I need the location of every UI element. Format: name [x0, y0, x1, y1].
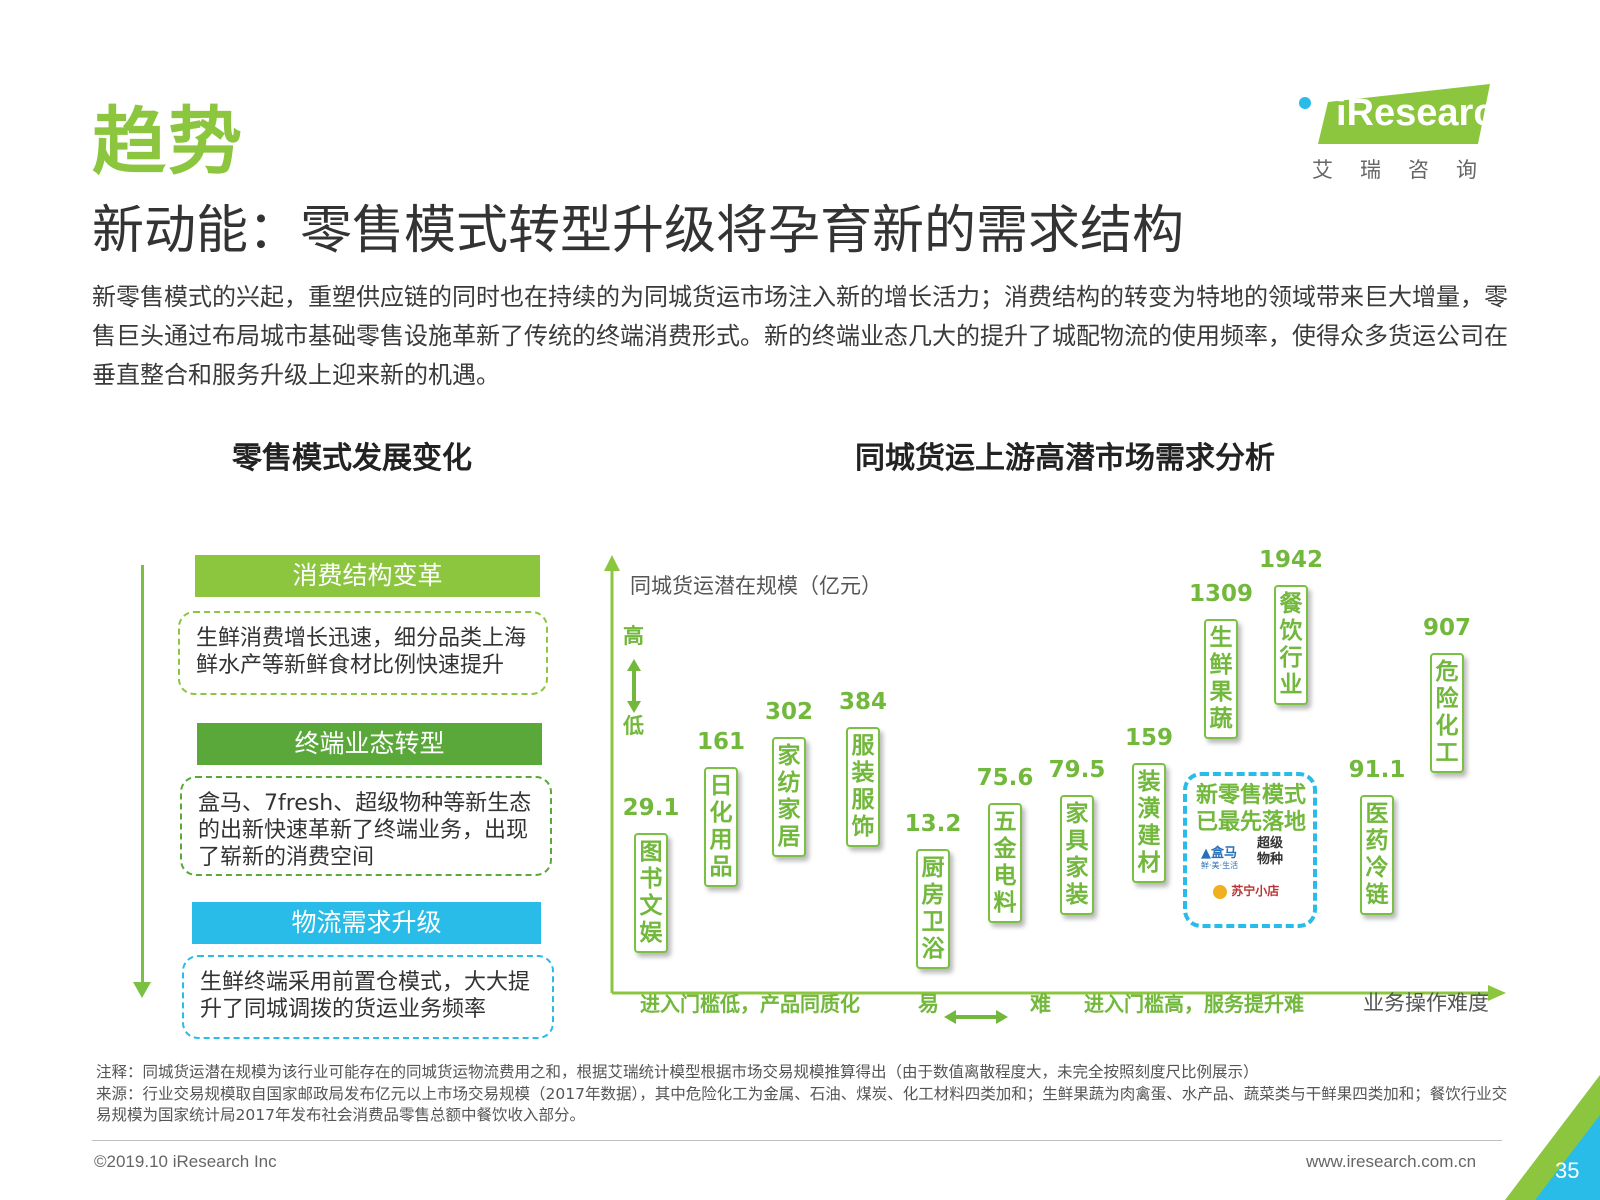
footer-divider	[92, 1140, 1502, 1141]
text-box-logistics: 生鲜终端采用前置仓模式，大大提升了同城调拨的货运业务频率	[182, 955, 554, 1039]
page-number: 35	[1555, 1158, 1580, 1183]
logo-text: iResearch	[1336, 92, 1518, 134]
category-marker: 医药冷链	[1360, 795, 1394, 915]
category-marker: 日化用品	[704, 767, 738, 887]
iresearch-logo: iResearch 艾瑞咨询	[1299, 82, 1518, 182]
brand-hema: ▲盒马	[1201, 846, 1238, 861]
x-right-note: 进入门槛高，服务提升难	[1084, 992, 1304, 1016]
y-high-label: 高	[623, 624, 644, 648]
footnote-source: 来源：行业交易规模取自国家邮政局发布亿元以上市场交易规模（2017年数据），其中…	[96, 1085, 1508, 1124]
text-box-consumption: 生鲜消费增长迅速，细分品类上海鲜水产等新鲜食材比例快速提升	[178, 611, 548, 695]
data-label: 75.6	[976, 765, 1034, 791]
chart-title: 同城货运上游高潜市场需求分析	[855, 441, 1275, 476]
category-marker: 五金电料	[988, 803, 1022, 923]
data-label: 159	[1124, 725, 1173, 751]
data-label: 13.2	[904, 811, 962, 837]
data-label: 907	[1422, 615, 1471, 641]
category-marker: 生鲜果蔬	[1204, 619, 1238, 739]
left-panel-title: 零售模式发展变化	[232, 441, 472, 476]
corner-decoration-icon	[1505, 1075, 1600, 1200]
callout-text: 新零售模式已最先落地	[1195, 783, 1306, 835]
data-label: 91.1	[1348, 757, 1406, 783]
heading-terminal: 终端业态转型	[197, 723, 542, 765]
x-axis-arrow	[1488, 985, 1506, 1001]
x-hard-label: 难	[1030, 992, 1051, 1016]
category-marker: 家纺家居	[772, 737, 806, 857]
suning-icon	[1213, 884, 1227, 899]
copyright: ©2019.10 iResearch Inc	[94, 1152, 277, 1171]
category-marker: 装潢建材	[1132, 763, 1166, 883]
logo-cn-text: 艾瑞咨询	[1312, 158, 1504, 182]
data-label: 1309	[1188, 581, 1253, 607]
category-marker: 厨房卫浴	[916, 849, 950, 969]
data-label: 384	[838, 689, 887, 715]
y-axis-label: 同城货运潜在规模（亿元）	[630, 574, 882, 598]
x-axis-label: 业务操作难度	[1363, 991, 1489, 1015]
text-box-terminal: 盒马、7fresh、超级物种等新生态的出新快速革新了终端业务，出现了崭新的消费空…	[180, 776, 552, 876]
brand-super-species: 超级物种	[1257, 836, 1284, 867]
y-axis-arrow	[604, 555, 620, 571]
timeline-arrow-icon	[133, 982, 151, 998]
brand-hema-slogan: 鲜·美·生活	[1201, 861, 1239, 870]
data-label: 161	[696, 729, 745, 755]
y-low-label: 低	[623, 714, 644, 738]
category-marker: 家具家装	[1060, 795, 1094, 915]
data-label: 1942	[1258, 547, 1323, 573]
brand-suning: 苏宁小店	[1213, 882, 1279, 899]
data-label: 79.5	[1048, 757, 1106, 783]
hema-icon: ▲	[1201, 846, 1211, 861]
page-title: 新动能：零售模式转型升级将孕育新的需求结构	[92, 201, 1185, 261]
data-label: 302	[764, 699, 813, 725]
new-retail-callout: 新零售模式已最先落地 ▲盒马 鲜·美·生活 超级物种 苏宁小店	[1183, 772, 1317, 928]
intro-paragraph: 新零售模式的兴起，重塑供应链的同时也在持续的为同城货运市场注入新的增长活力；消费…	[92, 283, 1508, 389]
logo-dot-icon	[1299, 97, 1311, 109]
footnote-note: 注释：同城货运潜在规模为该行业可能存在的同城货运物流费用之和，根据艾瑞统计模型根…	[96, 1063, 1259, 1081]
x-left-note: 进入门槛低，产品同质化	[640, 992, 860, 1016]
heading-consumption: 消费结构变革	[195, 555, 540, 597]
x-easy-label: 易	[918, 992, 939, 1016]
category-marker: 服装服饰	[846, 727, 880, 847]
category-marker: 餐饮行业	[1274, 585, 1308, 705]
section-label: 趋势	[92, 99, 244, 185]
logo-banner-icon	[1318, 84, 1490, 144]
chart-axes	[604, 555, 1506, 1024]
timeline-line	[141, 565, 144, 985]
heading-logistics: 物流需求升级	[192, 902, 541, 944]
chart-points: 29.1 图书文娱 161 日化用品 302 家纺家居 384 服装服饰 13.2 厨房卫浴 75.…	[600, 547, 1510, 1025]
chart-area: 同城货运潜在规模（亿元） 高 低 进入门槛低，产品同质化 易 难 进入门槛高，服…	[600, 547, 1510, 1025]
website-link[interactable]: www.iresearch.com.cn	[1306, 1152, 1477, 1171]
category-marker: 危险化工	[1430, 653, 1464, 773]
category-marker: 图书文娱	[634, 833, 668, 953]
data-label: 29.1	[622, 795, 680, 821]
